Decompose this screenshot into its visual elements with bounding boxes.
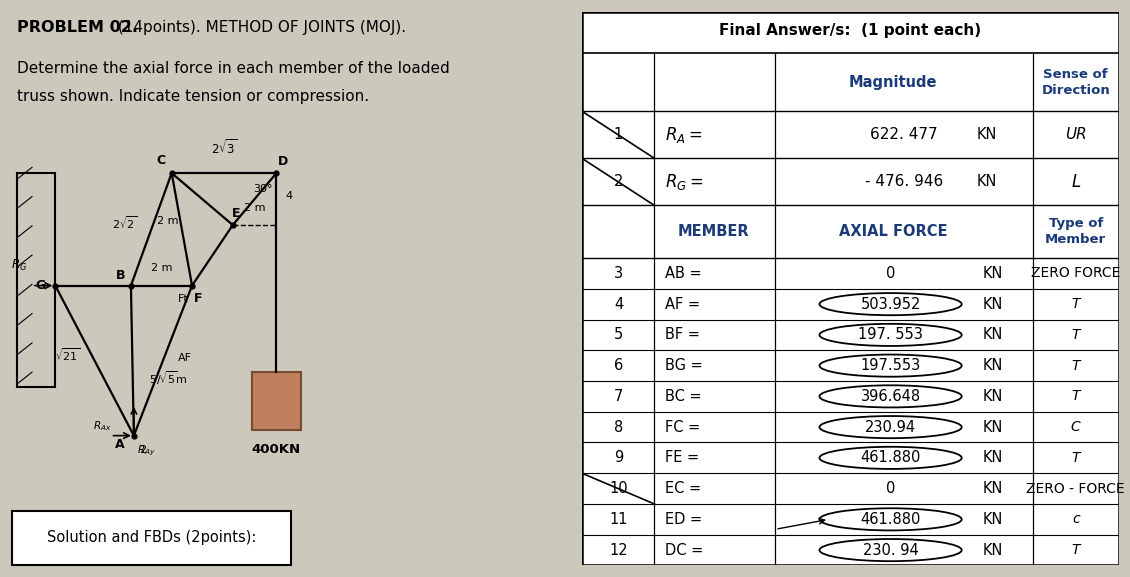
Text: 461.880: 461.880 xyxy=(860,451,921,466)
Text: 230. 94: 230. 94 xyxy=(862,542,919,557)
Text: AF =: AF = xyxy=(666,297,701,312)
Text: Magnitude: Magnitude xyxy=(849,74,938,89)
Text: KN: KN xyxy=(982,358,1002,373)
Text: truss shown. Indicate tension or compression.: truss shown. Indicate tension or compres… xyxy=(17,89,370,104)
Text: T: T xyxy=(1071,328,1080,342)
Text: AF: AF xyxy=(177,353,191,362)
Text: C: C xyxy=(157,154,166,167)
Text: $R_{Ax}$: $R_{Ax}$ xyxy=(93,419,111,433)
Text: 461.880: 461.880 xyxy=(860,512,921,527)
Text: 3: 3 xyxy=(614,266,623,281)
Text: A: A xyxy=(114,438,124,451)
Text: T: T xyxy=(1071,451,1080,465)
Text: BF =: BF = xyxy=(666,327,699,342)
Text: C: C xyxy=(1071,420,1080,434)
Text: KN: KN xyxy=(977,174,998,189)
Text: UR: UR xyxy=(1064,128,1087,143)
Text: KN: KN xyxy=(982,297,1002,312)
Text: ZERO - FORCE: ZERO - FORCE xyxy=(1026,482,1125,496)
Text: 11: 11 xyxy=(609,512,627,527)
Text: DC =: DC = xyxy=(666,542,703,557)
Text: 8: 8 xyxy=(614,419,623,434)
Text: MEMBER: MEMBER xyxy=(678,224,749,239)
Text: 10: 10 xyxy=(609,481,628,496)
Text: Determine the axial force in each member of the loaded: Determine the axial force in each member… xyxy=(17,61,450,76)
Text: EC =: EC = xyxy=(666,481,702,496)
Text: 4: 4 xyxy=(285,191,293,201)
Text: T: T xyxy=(1071,389,1080,403)
Text: PROBLEM 02.: PROBLEM 02. xyxy=(17,20,139,35)
Text: $2\sqrt{2}$: $2\sqrt{2}$ xyxy=(112,215,137,231)
Text: - 476. 946: - 476. 946 xyxy=(864,174,944,189)
Text: Sense of
Direction: Sense of Direction xyxy=(1042,68,1110,97)
Text: $R_{Ay}$: $R_{Ay}$ xyxy=(137,443,155,458)
Text: FE =: FE = xyxy=(666,451,699,466)
Text: $2\sqrt{3}$: $2\sqrt{3}$ xyxy=(210,138,237,156)
Text: KN: KN xyxy=(982,542,1002,557)
Text: 30°: 30° xyxy=(253,183,272,193)
Text: D: D xyxy=(278,155,288,168)
Text: 9: 9 xyxy=(614,451,623,466)
Text: 400KN: 400KN xyxy=(252,443,301,456)
Text: 2: 2 xyxy=(614,174,623,189)
Text: T: T xyxy=(1071,543,1080,557)
Text: FC =: FC = xyxy=(666,419,701,434)
Text: 230.94: 230.94 xyxy=(866,419,916,434)
Text: 396.648: 396.648 xyxy=(861,389,921,404)
Text: KN: KN xyxy=(982,451,1002,466)
Text: Type of
Member: Type of Member xyxy=(1045,217,1106,246)
Text: E: E xyxy=(232,207,240,220)
Text: (14points). METHOD OF JOINTS (MOJ).: (14points). METHOD OF JOINTS (MOJ). xyxy=(113,20,407,35)
Text: 197.553: 197.553 xyxy=(860,358,921,373)
Bar xyxy=(252,372,301,430)
Text: KN: KN xyxy=(982,419,1002,434)
Text: T: T xyxy=(1071,359,1080,373)
Text: 2 m: 2 m xyxy=(157,216,179,226)
Text: L: L xyxy=(1071,173,1080,191)
Text: Solution and FBDs (2points):: Solution and FBDs (2points): xyxy=(46,530,257,545)
Text: ZERO FORCE: ZERO FORCE xyxy=(1031,267,1121,280)
Text: G: G xyxy=(36,279,46,292)
Text: 2: 2 xyxy=(139,445,146,455)
Text: $5/\sqrt{5}$m: $5/\sqrt{5}$m xyxy=(149,369,188,387)
Text: BC =: BC = xyxy=(666,389,702,404)
Text: 7: 7 xyxy=(614,389,623,404)
Text: Ft: Ft xyxy=(177,294,189,304)
Text: $\sqrt{21}$: $\sqrt{21}$ xyxy=(55,346,80,363)
Bar xyxy=(17,173,55,387)
Text: 5: 5 xyxy=(614,327,623,342)
Text: 197. 553: 197. 553 xyxy=(858,327,923,342)
Text: Final Answer/s:  (1 point each): Final Answer/s: (1 point each) xyxy=(720,24,981,39)
Text: 2 m: 2 m xyxy=(244,203,266,212)
Text: $R_A=$: $R_A=$ xyxy=(666,125,703,145)
Text: 0: 0 xyxy=(886,266,895,281)
Text: KN: KN xyxy=(982,327,1002,342)
Text: 503.952: 503.952 xyxy=(860,297,921,312)
Text: $R_G$: $R_G$ xyxy=(10,258,27,273)
Text: 622. 477: 622. 477 xyxy=(870,128,938,143)
Text: ED =: ED = xyxy=(666,512,702,527)
Text: 4: 4 xyxy=(614,297,623,312)
Text: 0: 0 xyxy=(886,481,895,496)
Text: 6: 6 xyxy=(614,358,623,373)
Text: F: F xyxy=(193,292,202,305)
Text: $R_G=$: $R_G=$ xyxy=(666,172,704,192)
Text: KN: KN xyxy=(982,512,1002,527)
Text: B: B xyxy=(115,269,125,282)
Text: KN: KN xyxy=(977,128,998,143)
Text: 1: 1 xyxy=(614,128,623,143)
Text: KN: KN xyxy=(982,266,1002,281)
Text: KN: KN xyxy=(982,481,1002,496)
FancyBboxPatch shape xyxy=(11,511,292,565)
Text: BG =: BG = xyxy=(666,358,703,373)
Text: c: c xyxy=(1072,512,1079,526)
Text: T: T xyxy=(1071,297,1080,311)
Text: 12: 12 xyxy=(609,542,628,557)
Text: AXIAL FORCE: AXIAL FORCE xyxy=(838,224,948,239)
Text: KN: KN xyxy=(982,389,1002,404)
Text: AB =: AB = xyxy=(666,266,702,281)
Text: 2 m: 2 m xyxy=(150,263,172,273)
